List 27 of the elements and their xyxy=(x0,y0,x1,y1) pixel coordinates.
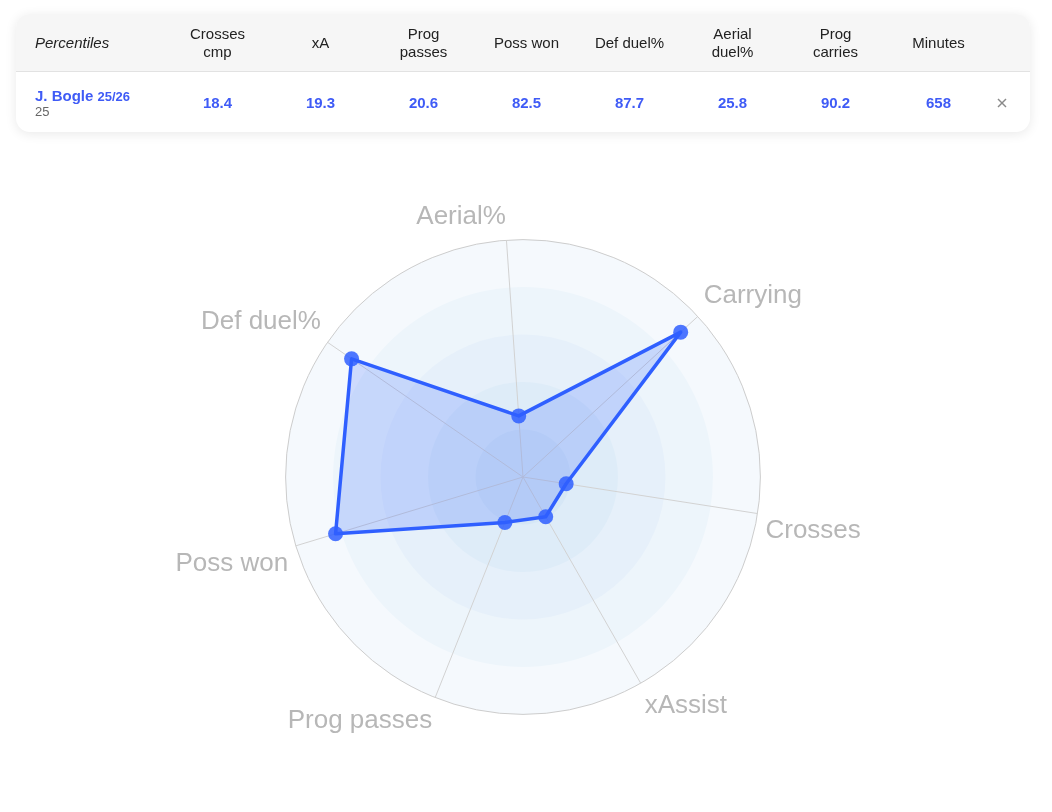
text: Percentiles xyxy=(35,34,110,51)
data-label: 90.2 xyxy=(820,93,851,111)
spoke-label: Def duel% xyxy=(200,305,321,336)
category-label: Prog carries xyxy=(812,24,859,61)
text: 25 xyxy=(35,104,50,119)
data-label: 82.5 xyxy=(511,93,542,111)
spoke-label: xAssist xyxy=(644,688,728,719)
category-label: Crosses cmp xyxy=(189,24,246,61)
spoke-label: Crosses xyxy=(765,513,861,544)
data-label: 19.3 xyxy=(305,93,336,111)
category-label: Aerial duel% xyxy=(710,24,755,61)
spoke-label: Aerial% xyxy=(416,199,506,230)
data-label: 658 xyxy=(925,93,952,111)
data-label: 25.8 xyxy=(717,93,748,111)
category-label: Prog passes xyxy=(398,24,449,61)
spoke-label: Poss won xyxy=(175,546,289,577)
data-label: 87.7 xyxy=(614,93,645,111)
data-label: 20.6 xyxy=(408,93,439,111)
category-label: Def duel% xyxy=(594,33,665,52)
category-label: Poss won xyxy=(493,33,560,52)
category-label: xA xyxy=(311,33,330,52)
series-label: J. Bogle xyxy=(35,87,94,104)
category-label: Minutes xyxy=(912,33,965,52)
spoke-label: Carrying xyxy=(703,278,802,309)
spoke-label: Prog passes xyxy=(287,703,433,734)
data-label: 18.4 xyxy=(202,93,233,111)
text: 25/26 xyxy=(97,89,131,104)
